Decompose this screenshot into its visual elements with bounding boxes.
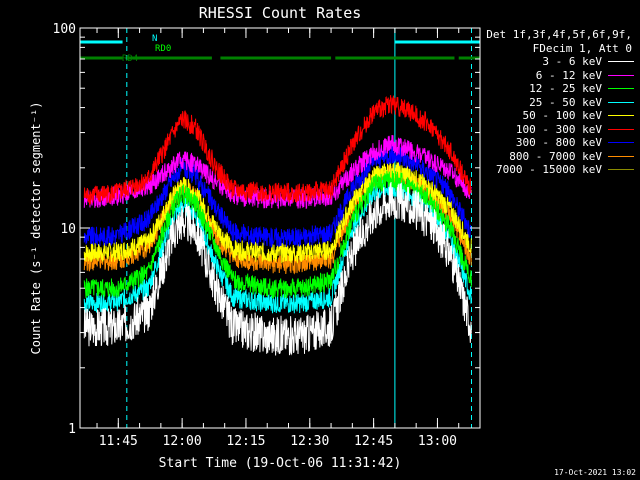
legend-entry: 100 - 300 keV [478, 123, 638, 137]
legend-entry: 7000 - 15000 keV [478, 163, 638, 177]
legend-entry: 6 - 12 keV [478, 69, 638, 83]
legend-entry-label: 800 - 7000 keV [509, 149, 602, 163]
legend-entry-label: 300 - 800 keV [515, 136, 602, 149]
series-line-12-25-kev [83, 170, 472, 300]
series-line-25-50-kev [83, 177, 472, 314]
chart-title: RHESSI Count Rates [199, 4, 362, 22]
series-line-100-300-kev [83, 95, 472, 206]
legend-swatch [608, 61, 634, 63]
flag-bar-label: RD0 [155, 44, 171, 54]
series-line-50-100-kev [83, 161, 472, 263]
legend-entry: 800 - 7000 keV [478, 150, 638, 164]
y-tick-label: 100 [53, 22, 76, 37]
series-line-3-6-kev [83, 181, 472, 356]
x-tick-label: 12:15 [226, 434, 265, 449]
x-tick-label: 11:45 [99, 434, 138, 449]
legend-entry-label: 7000 - 15000 keV [496, 163, 602, 176]
x-tick-label: 13:00 [418, 434, 457, 449]
legend-swatch [608, 155, 634, 157]
legend-swatch [608, 142, 634, 144]
y-tick-label: 1 [68, 422, 76, 437]
legend-entry: 300 - 800 keV [478, 136, 638, 150]
legend-entry: 12 - 25 keV [478, 82, 638, 96]
legend-entry-label: 6 - 12 keV [535, 68, 602, 82]
legend-entry-label: 25 - 50 keV [529, 95, 602, 109]
legend-header-line-2: FDecim 1, Att 0 [532, 41, 632, 55]
legend-entry: 3 - 6 keV [478, 55, 638, 69]
legend-entry-label: 50 - 100 keV [522, 109, 602, 122]
flag-bar-label: RD4 [122, 54, 138, 64]
footer-date: 17-Oct-2021 13:02 [554, 468, 636, 477]
legend-entry: 50 - 100 keV [478, 109, 638, 123]
legend-swatch [608, 101, 634, 103]
x-tick-label: 12:30 [290, 434, 329, 449]
legend: Det 1f,3f,4f,5f,6f,9f, FDecim 1, Att 0 3… [478, 28, 638, 177]
legend-entry: 25 - 50 keV [478, 96, 638, 110]
x-tick-label: 12:45 [354, 434, 393, 449]
legend-entry-label: 12 - 25 keV [529, 82, 602, 95]
y-tick-label: 10 [60, 222, 76, 237]
legend-swatch [608, 115, 634, 117]
legend-header-line-1: Det 1f,3f,4f,5f,6f,9f, [486, 28, 632, 41]
legend-entry-label: 3 - 6 keV [542, 55, 602, 68]
x-tick-label: 12:00 [163, 434, 202, 449]
legend-swatch [608, 74, 634, 76]
legend-swatch [608, 128, 634, 130]
flag-bar-label: N [152, 34, 157, 44]
x-axis-label: Start Time (19-Oct-06 11:31:42) [159, 456, 402, 471]
legend-entry-label: 100 - 300 keV [515, 122, 602, 136]
legend-swatch [608, 88, 634, 90]
legend-swatch [608, 169, 634, 171]
series-line-300-800-kev [83, 144, 472, 249]
y-axis-label: Count Rate (s⁻¹ detector segment⁻¹) [29, 102, 43, 355]
